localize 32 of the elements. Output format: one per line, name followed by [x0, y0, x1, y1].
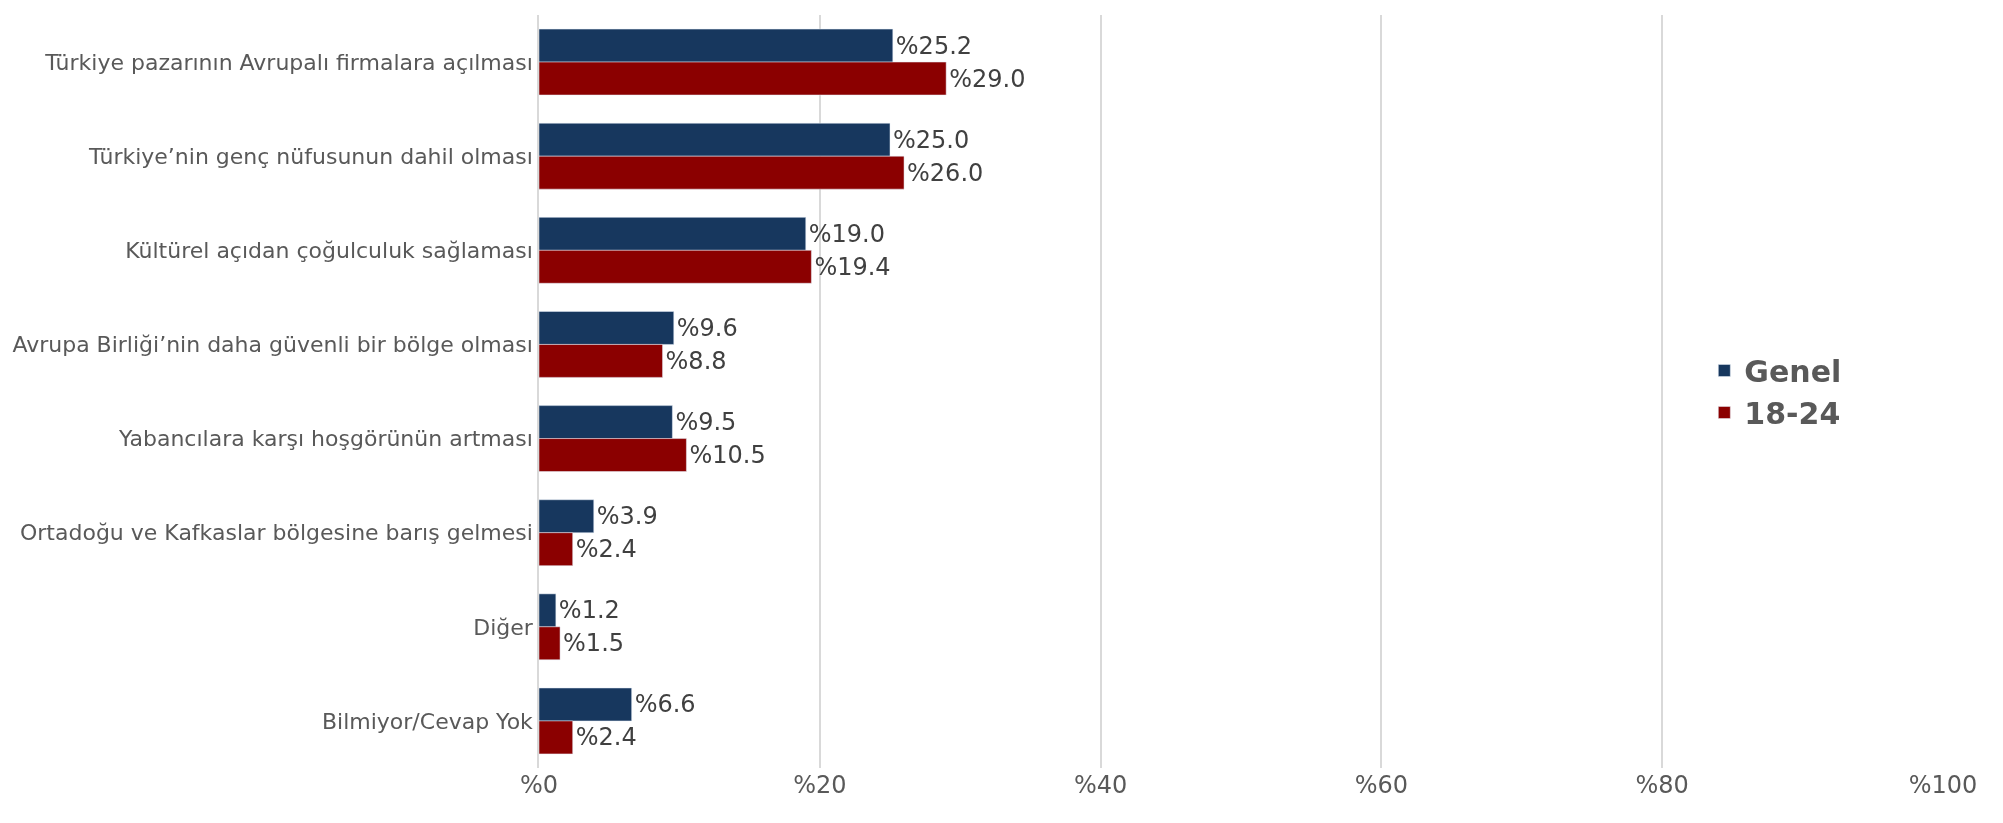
data-label: %2.4: [575, 535, 637, 564]
data-label: %2.4: [575, 723, 637, 752]
y-tick-label: Diğer: [473, 614, 534, 640]
data-label: %19.0: [808, 219, 886, 248]
y-tick-label: Ortadoğu ve Kafkaslar bölgesine barış gelmesi: [20, 520, 533, 546]
data-label: %9.6: [676, 313, 738, 342]
data-label: %25.0: [893, 125, 970, 154]
data-label: %1.2: [558, 596, 620, 625]
legend-label: 18-24: [1744, 396, 1841, 432]
x-tick-label: %100: [1908, 771, 1978, 799]
x-tick-label: %0: [519, 771, 559, 799]
x-tick-label: %40: [1073, 771, 1128, 799]
data-label: %10.5: [689, 441, 766, 470]
data-label: %8.8: [665, 346, 727, 375]
data-label: %26.0: [907, 158, 984, 187]
legend-label: Genel: [1744, 354, 1842, 390]
y-tick-label: Avrupa Birliği’nin daha güvenli bir bölge olması: [12, 332, 533, 358]
data-label: %29.0: [949, 64, 1026, 93]
x-tick-label: %20: [793, 771, 847, 799]
x-tick-label: %60: [1354, 771, 1409, 799]
data-label: %3.9: [596, 502, 658, 531]
data-label: %19.4: [814, 252, 891, 281]
y-tick-label: Kültürel açıdan çoğulculuk sağlaması: [125, 238, 533, 264]
data-label: %6.6: [634, 690, 696, 719]
y-tick-label: Yabancılara karşı hoşgörünün artması: [118, 426, 533, 452]
data-label: %25.2: [895, 31, 973, 60]
y-tick-label: Türkiye pazarının Avrupalı firmalara açılması: [44, 49, 533, 75]
x-tick-label: %80: [1635, 771, 1689, 799]
y-tick-label: Türkiye’nin genç nüfusunun dahil olması: [88, 143, 533, 169]
data-label: %9.5: [675, 408, 737, 437]
y-tick-label: Bilmiyor/Cevap Yok: [321, 708, 534, 734]
data-label: %1.5: [563, 629, 625, 658]
